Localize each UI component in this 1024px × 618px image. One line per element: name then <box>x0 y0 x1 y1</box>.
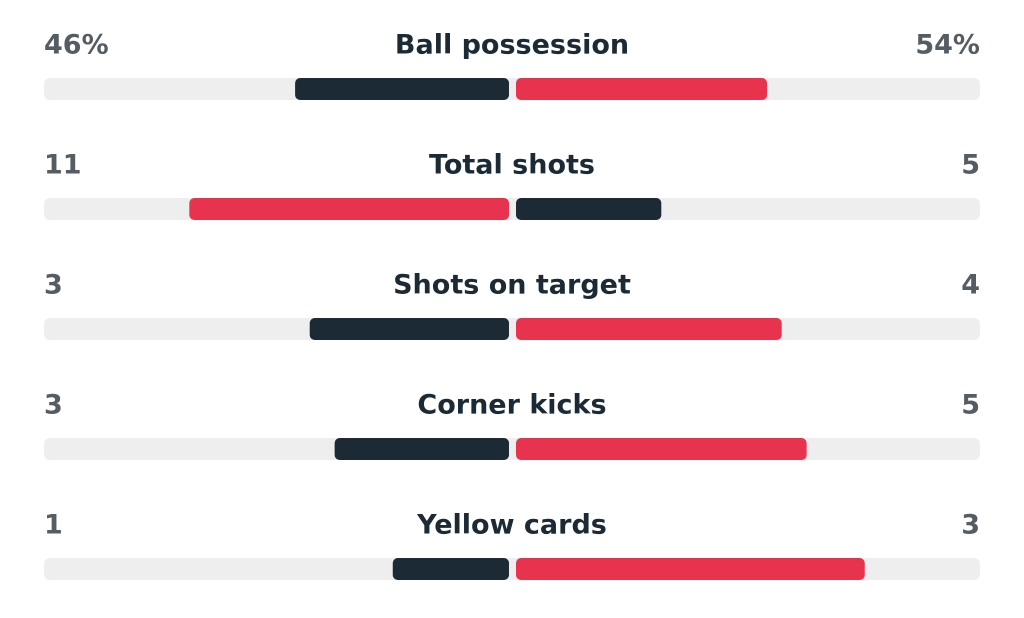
stat-label: Yellow cards <box>416 510 607 541</box>
stat-label: Shots on target <box>393 270 631 301</box>
home-value: 46% <box>44 30 109 61</box>
home-bar <box>309 318 509 340</box>
away-bar <box>516 198 662 220</box>
home-value: 1 <box>44 510 63 541</box>
home-value: 3 <box>44 270 63 301</box>
away-value: 5 <box>961 150 980 181</box>
stat-label: Corner kicks <box>417 390 606 421</box>
home-value: 11 <box>44 150 82 181</box>
away-bar <box>516 318 782 340</box>
away-value: 4 <box>961 270 980 301</box>
bar-track <box>44 318 980 340</box>
away-bar <box>516 558 865 580</box>
stat-label: Total shots <box>429 150 595 181</box>
bar-track <box>44 198 980 220</box>
home-bar <box>392 558 509 580</box>
bar-track <box>44 78 980 100</box>
home-bar <box>189 198 509 220</box>
away-bar <box>516 438 807 460</box>
away-value: 5 <box>961 390 980 421</box>
home-value: 3 <box>44 390 63 421</box>
away-value: 3 <box>961 510 980 541</box>
away-value: 54% <box>915 30 980 61</box>
home-bar <box>334 438 509 460</box>
stat-label: Ball possession <box>395 30 629 61</box>
home-bar <box>295 78 509 100</box>
away-bar <box>516 78 768 100</box>
bar-track <box>44 438 980 460</box>
